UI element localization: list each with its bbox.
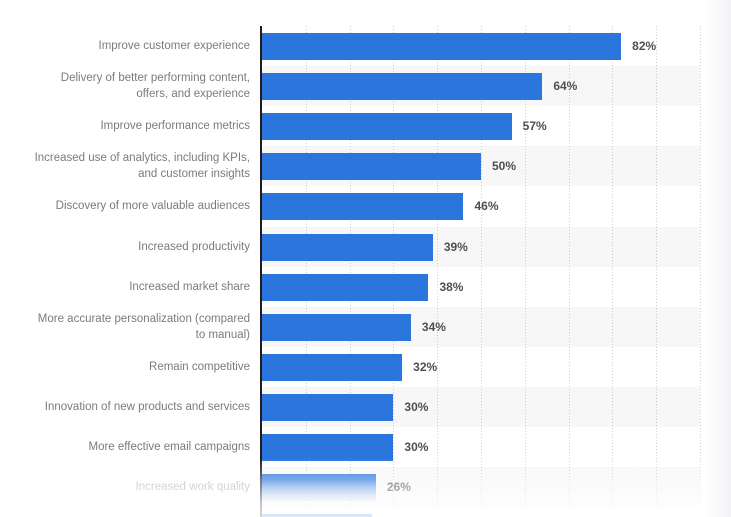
category-label: Increased market share — [129, 280, 250, 293]
category-label: Increased productivity — [138, 240, 250, 253]
gridline — [393, 26, 394, 517]
gridline — [350, 26, 351, 517]
category-label-row: Increased use of analytics, including KP… — [0, 146, 250, 186]
category-label: Remain competitive — [149, 360, 250, 373]
bar — [262, 313, 411, 341]
category-label: Improve performance metrics — [100, 120, 250, 133]
value-label: 26% — [386, 480, 411, 495]
gridline — [569, 26, 570, 517]
value-label: 30% — [404, 399, 429, 414]
category-label: Innovation of new products and services — [44, 400, 250, 413]
value-label: 38% — [439, 279, 464, 294]
bar — [262, 273, 429, 301]
bar — [262, 73, 543, 101]
value-label: 34% — [421, 319, 446, 334]
gridline — [437, 26, 438, 517]
value-label: 82% — [632, 39, 657, 53]
category-label-row: Improve performance metrics — [0, 106, 250, 146]
category-label: More accurate personalization (compared … — [37, 312, 250, 341]
category-label-row: Innovation of new products and services — [0, 387, 250, 427]
category-label-row: More accurate personalization (compared … — [0, 307, 250, 347]
bar — [262, 233, 433, 261]
bar — [262, 113, 512, 141]
gridline — [481, 26, 482, 517]
category-label: More effective email campaigns — [88, 441, 251, 454]
category-label-row: Increased productivity — [0, 227, 250, 267]
bar — [262, 33, 622, 60]
gridline — [700, 26, 701, 517]
category-label-row: Improve customer experience — [0, 26, 250, 66]
y-axis-line — [260, 26, 262, 517]
category-label: Delivery of better performing content, o… — [60, 72, 250, 101]
value-label: 64% — [553, 79, 578, 94]
gridline — [656, 26, 657, 517]
bar — [262, 153, 481, 181]
category-label: Increased use of analytics, including KP… — [34, 152, 250, 181]
category-label-row: More effective email campaigns — [0, 427, 251, 467]
value-label: 30% — [404, 440, 429, 454]
value-label: 57% — [522, 119, 547, 134]
category-label-row: Discovery of more valuable audiences — [0, 186, 250, 226]
right-edge-shade — [705, 0, 731, 517]
bar — [262, 474, 376, 502]
gridline — [612, 26, 613, 517]
value-label: 32% — [413, 359, 438, 374]
category-label: Improve customer experience — [98, 40, 250, 53]
bar — [262, 434, 394, 461]
category-label-row: Delivery of better performing content, o… — [0, 66, 250, 106]
bar — [262, 353, 403, 381]
gridline — [306, 26, 307, 517]
value-label: 46% — [474, 199, 499, 214]
value-label: 39% — [443, 239, 468, 254]
category-label: Increased work quality — [135, 481, 250, 494]
category-label-row: Increased work quality — [0, 467, 250, 507]
category-label-row: Increased market share — [0, 267, 250, 307]
bar — [262, 193, 464, 221]
category-label-row: Remain competitive — [0, 347, 250, 387]
value-label: 50% — [492, 159, 517, 174]
bar — [262, 393, 394, 421]
category-label: Discovery of more valuable audiences — [55, 200, 250, 213]
gridline — [525, 26, 526, 517]
